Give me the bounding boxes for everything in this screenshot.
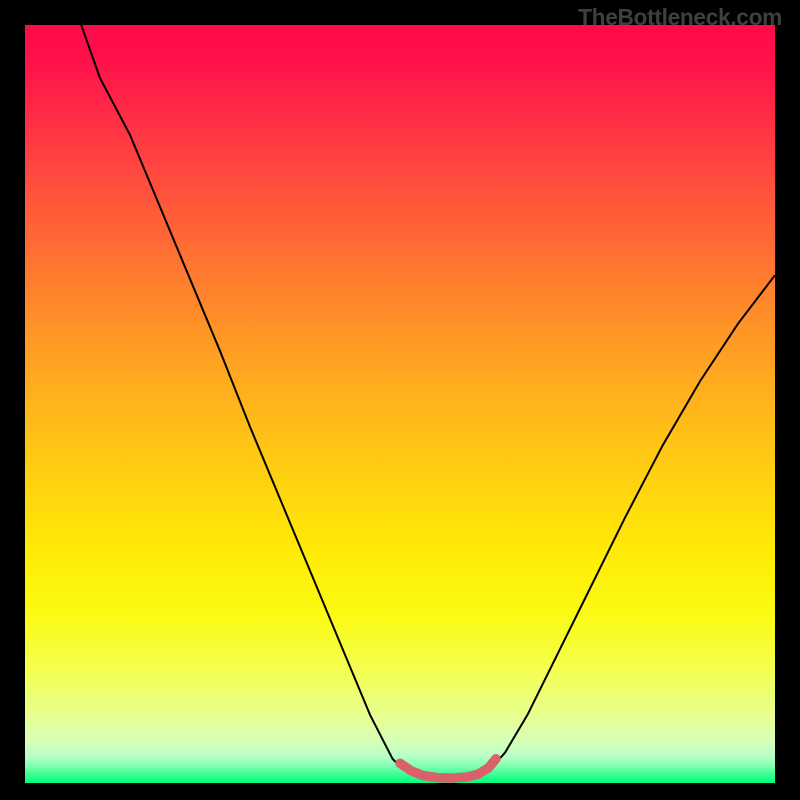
watermark-text: TheBottleneck.com (578, 4, 782, 31)
plot-area (25, 25, 775, 783)
gradient-background (25, 25, 775, 783)
plot-svg (25, 25, 775, 783)
chart-frame: TheBottleneck.com (0, 0, 800, 800)
